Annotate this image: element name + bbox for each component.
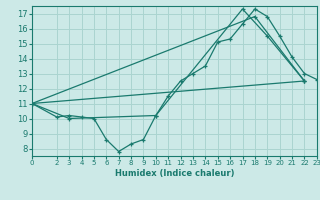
X-axis label: Humidex (Indice chaleur): Humidex (Indice chaleur) [115,169,234,178]
